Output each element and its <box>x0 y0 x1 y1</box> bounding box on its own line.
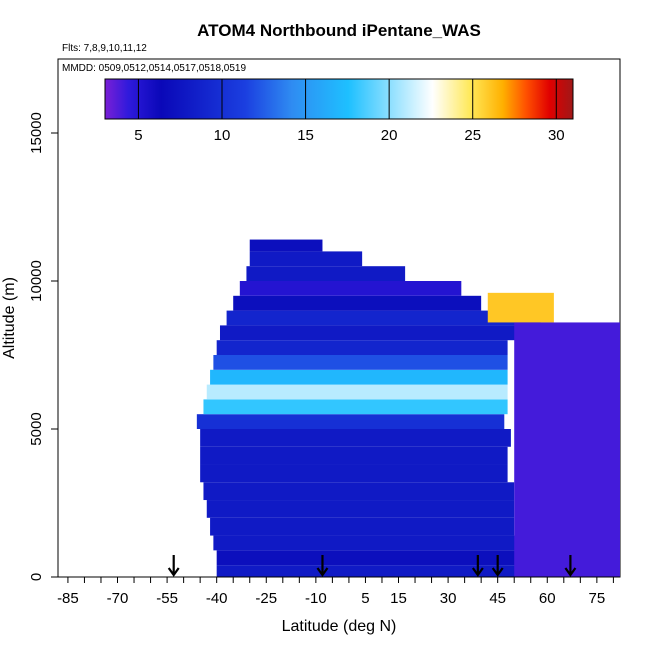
colorbar: 5 10 15 20 25 30 <box>104 78 574 144</box>
heatmap-cell <box>249 251 363 267</box>
x-axis: -85 -70 -55 -40 -25 -10 5 15 30 45 60 75 <box>57 576 620 607</box>
heatmap-cell <box>226 310 541 326</box>
heatmap-cell <box>203 482 515 501</box>
heatmap-cell <box>206 384 508 400</box>
y-tick-label: 15000 <box>28 112 45 154</box>
heatmap-cell <box>200 446 508 465</box>
heatmap-cell <box>213 355 508 370</box>
flight-marker-arrowhead <box>471 567 484 577</box>
y-tick-label: 10000 <box>28 260 45 302</box>
flights-label: Flts: 7,8,9,10,11,12 <box>62 43 147 54</box>
heatmap-cell <box>487 292 554 323</box>
x-tick-label: 15 <box>390 590 407 607</box>
dates-label: MMDD: 0509,0512,0514,0517,0518,0519 <box>62 63 246 74</box>
colorbar-tick-label: 25 <box>464 127 481 144</box>
flight-marker-arrowhead <box>167 567 180 577</box>
heatmap-cell <box>216 565 541 577</box>
heatmap-cell <box>514 322 620 577</box>
x-tick-label: 30 <box>440 590 457 607</box>
colorbar-tick-label: 15 <box>297 127 314 144</box>
x-tick-label: -55 <box>156 590 178 607</box>
flight-markers <box>167 555 577 577</box>
flight-marker-arrowhead <box>564 567 577 577</box>
colorbar-tick-label: 20 <box>381 127 398 144</box>
heatmap-cell <box>200 464 508 483</box>
heatmap-cell <box>210 517 515 536</box>
heatmap-cell <box>249 239 323 252</box>
x-tick-label: 5 <box>361 590 369 607</box>
x-tick-label: 75 <box>589 590 606 607</box>
heatmap-cell <box>200 429 511 447</box>
heatmap-cell <box>246 266 406 281</box>
colorbar-tick-label: 30 <box>548 127 565 144</box>
flight-marker-arrowhead <box>491 567 504 577</box>
chart-title: ATOM4 Northbound iPentane_WAS <box>197 21 481 40</box>
colorbar-tick-label: 10 <box>214 127 231 144</box>
x-tick-label: -10 <box>305 590 327 607</box>
colorbar-gradient <box>104 78 574 120</box>
heatmap-cell <box>213 535 531 551</box>
heatmap-cell <box>233 295 482 311</box>
heatmap-layer <box>196 239 620 577</box>
flight-marker-arrowhead <box>316 567 329 577</box>
heatmap-cell <box>216 340 508 355</box>
colorbar-tick-label: 5 <box>134 127 142 144</box>
y-tick-label: 0 <box>28 573 45 581</box>
x-tick-label: -40 <box>206 590 228 607</box>
heatmap-cell <box>206 500 515 518</box>
heatmap-cell <box>216 550 531 566</box>
heatmap-cell <box>196 414 505 429</box>
x-tick-label: -25 <box>255 590 277 607</box>
y-axis: 0 5000 10000 15000 <box>28 112 58 581</box>
x-tick-label: 60 <box>539 590 556 607</box>
heatmap-cell <box>219 325 535 341</box>
x-tick-label: 45 <box>489 590 506 607</box>
x-tick-label: -85 <box>57 590 79 607</box>
y-tick-label: 5000 <box>28 412 45 445</box>
x-tick-label: -70 <box>107 590 129 607</box>
x-axis-title: Latitude (deg N) <box>282 618 397 635</box>
heatmap-cell <box>210 369 508 385</box>
heatmap-cell <box>203 399 508 415</box>
y-axis-title: Altitude (m) <box>1 277 18 359</box>
heatmap-cell <box>239 281 462 296</box>
